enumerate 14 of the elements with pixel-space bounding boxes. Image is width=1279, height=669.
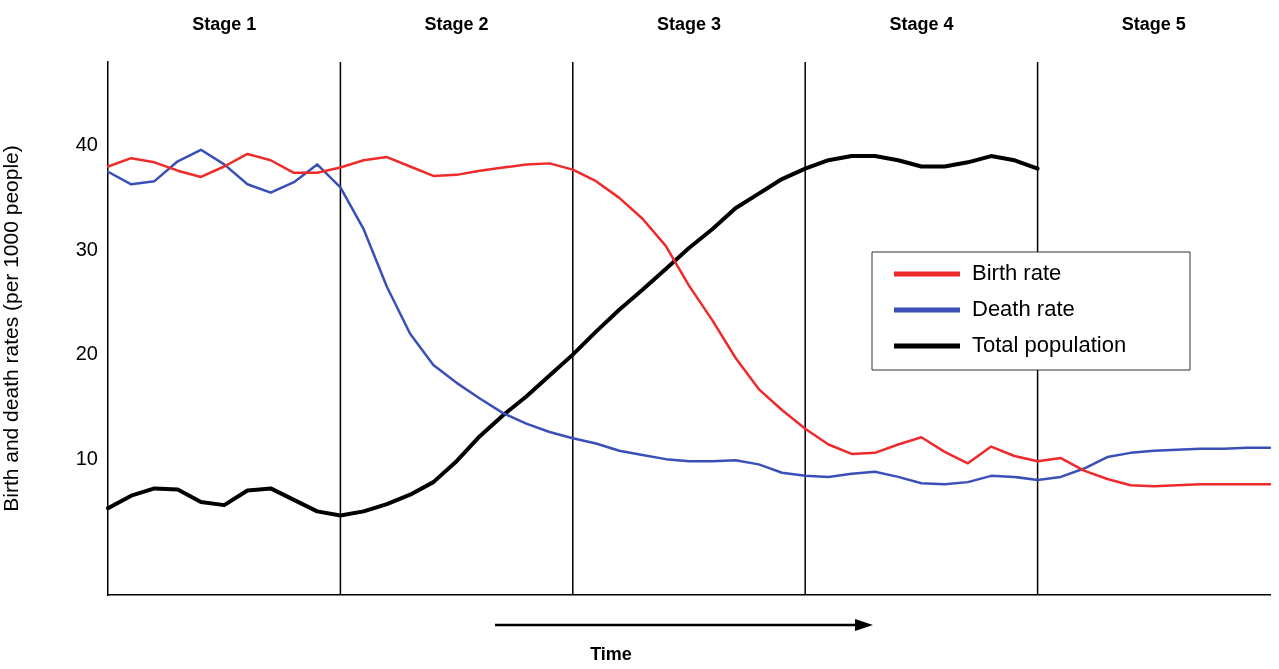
x-axis-title: Time <box>590 643 632 664</box>
legend-label: Total population <box>972 332 1127 358</box>
legend-label: Birth rate <box>972 260 1062 286</box>
text: Stage 3 <box>656 13 722 34</box>
text: Stage 2 <box>424 13 489 34</box>
y-tick-label: 10 <box>75 446 98 469</box>
y-axis-title: Birth and death rates (per 1000 people) <box>0 145 23 512</box>
text: Stage 5 <box>1121 13 1186 34</box>
legend-label: Death rate <box>972 296 1075 322</box>
y-tick-label: 40 <box>75 133 98 156</box>
text: Stage 1 <box>192 13 257 34</box>
text: Stage 4 <box>889 13 954 34</box>
y-tick-label: 30 <box>75 237 98 260</box>
y-tick-label: 20 <box>75 342 98 365</box>
